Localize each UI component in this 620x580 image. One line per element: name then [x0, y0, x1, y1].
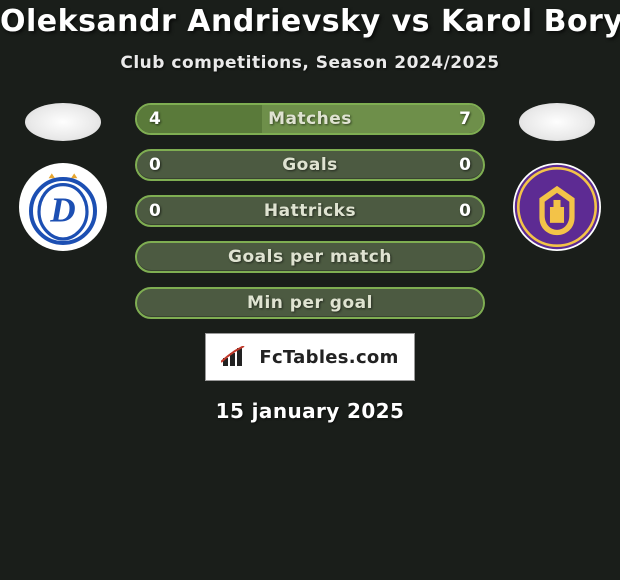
- stat-value-player2: 7: [459, 109, 471, 129]
- stat-row: Goals per match: [135, 241, 485, 273]
- player2-column: [513, 103, 601, 251]
- stat-label: Goals per match: [228, 247, 392, 267]
- brand-badge[interactable]: FcTables.com: [205, 333, 415, 381]
- club2-crest-icon: [513, 163, 601, 251]
- stat-value-player2: 0: [459, 155, 471, 175]
- page-subtitle: Club competitions, Season 2024/2025: [0, 53, 620, 73]
- stat-value-player2: 0: [459, 201, 471, 221]
- page-title: Oleksandr Andrievsky vs Karol Borys: [0, 4, 620, 39]
- player2-avatar-placeholder: [519, 103, 595, 141]
- stat-value-player1: 0: [149, 201, 161, 221]
- player1-avatar-placeholder: [25, 103, 101, 141]
- club2-crest: [513, 163, 601, 251]
- stat-row: 0 0 Hattricks: [135, 195, 485, 227]
- stat-label: Hattricks: [264, 201, 356, 221]
- svg-text:D: D: [49, 190, 75, 229]
- brand-label: FcTables.com: [259, 347, 398, 368]
- stat-label: Min per goal: [247, 293, 373, 313]
- stat-row: 0 0 Goals: [135, 149, 485, 181]
- stat-label: Goals: [282, 155, 338, 175]
- snapshot-date: 15 january 2025: [0, 399, 620, 423]
- club1-crest-icon: D: [23, 167, 103, 247]
- stat-value-player1: 0: [149, 155, 161, 175]
- comparison-card: Oleksandr Andrievsky vs Karol Borys Club…: [0, 0, 620, 580]
- stat-row: 4 7 Matches: [135, 103, 485, 135]
- stats-column: 4 7 Matches 0 0 Goals 0 0 Hattricks Goals per mat…: [135, 103, 485, 319]
- club1-crest: D: [19, 163, 107, 251]
- stat-label: Matches: [268, 109, 352, 129]
- stat-value-player1: 4: [149, 109, 161, 129]
- main-row: D 4 7 Matches 0 0 Goals 0 0 Hattricks Goals per m…: [0, 103, 620, 319]
- player1-column: D: [19, 103, 107, 251]
- stat-row: Min per goal: [135, 287, 485, 319]
- brand-chart-icon: [221, 346, 251, 368]
